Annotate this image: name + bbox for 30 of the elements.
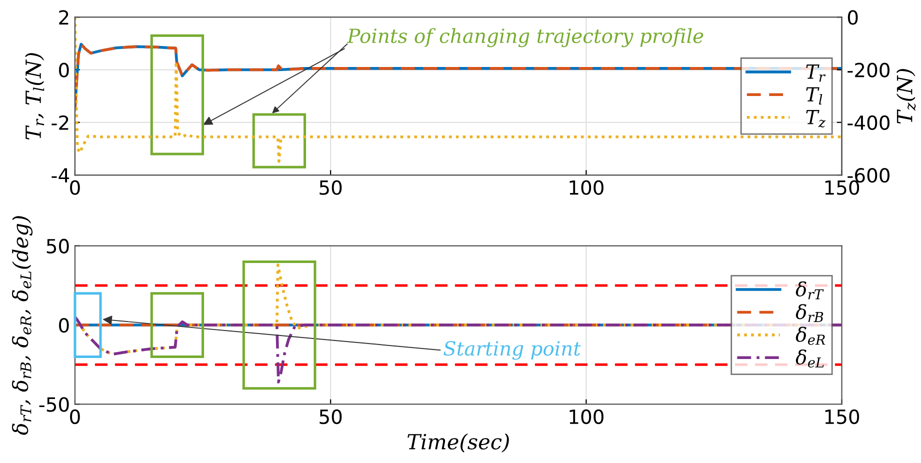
legend-label: T$_{r}$ bbox=[806, 64, 826, 82]
y2-tick-label: -400 bbox=[848, 115, 890, 130]
text: δ$_{rT}$, δ$_{rB}$, δ$_{eR}$, δ$_{eL}$(deg) bbox=[12, 216, 33, 435]
x-tick-label: 150 bbox=[825, 409, 860, 424]
x-tick-label: 0 bbox=[70, 409, 80, 424]
legend-label: T$_{l}$ bbox=[806, 87, 822, 104]
y-tick-label: -4 bbox=[52, 168, 70, 182]
y-tick-label: -50 bbox=[39, 397, 69, 412]
y2-axis-title: T$_{z}$(N) bbox=[896, 69, 916, 124]
y-tick-label: 0 bbox=[59, 62, 69, 78]
y2-tick-label: 0 bbox=[848, 10, 858, 25]
legend-label: δ$_{rB}$ bbox=[796, 304, 824, 322]
x-tick-label: 50 bbox=[320, 409, 342, 424]
legend-label: δ$_{eL}$ bbox=[796, 349, 824, 368]
y2-tick-label: -200 bbox=[848, 62, 890, 78]
legend-label: δ$_{eR}$ bbox=[796, 326, 826, 345]
annotation: Starting point bbox=[444, 341, 581, 360]
y-axis-title: T$_{r}$, T$_{l}$(N) bbox=[25, 53, 44, 140]
x-tick-label: 100 bbox=[570, 409, 604, 424]
x-axis-title: Time(sec) bbox=[408, 433, 509, 453]
annotation: Points of changing trajectory profile bbox=[346, 28, 704, 48]
legend-label: δ$_{rT}$ bbox=[796, 281, 824, 300]
x-tick-label: 100 bbox=[570, 180, 604, 195]
y-tick-label: 2 bbox=[59, 10, 68, 25]
x-tick-label: 50 bbox=[320, 180, 342, 195]
x-tick-label: 0 bbox=[70, 180, 80, 195]
y-tick-label: -2 bbox=[52, 115, 68, 130]
y-tick-label: 50 bbox=[46, 238, 69, 254]
y-tick-label: 0 bbox=[59, 318, 69, 333]
legend-label: T$_{z}$ bbox=[806, 110, 826, 128]
